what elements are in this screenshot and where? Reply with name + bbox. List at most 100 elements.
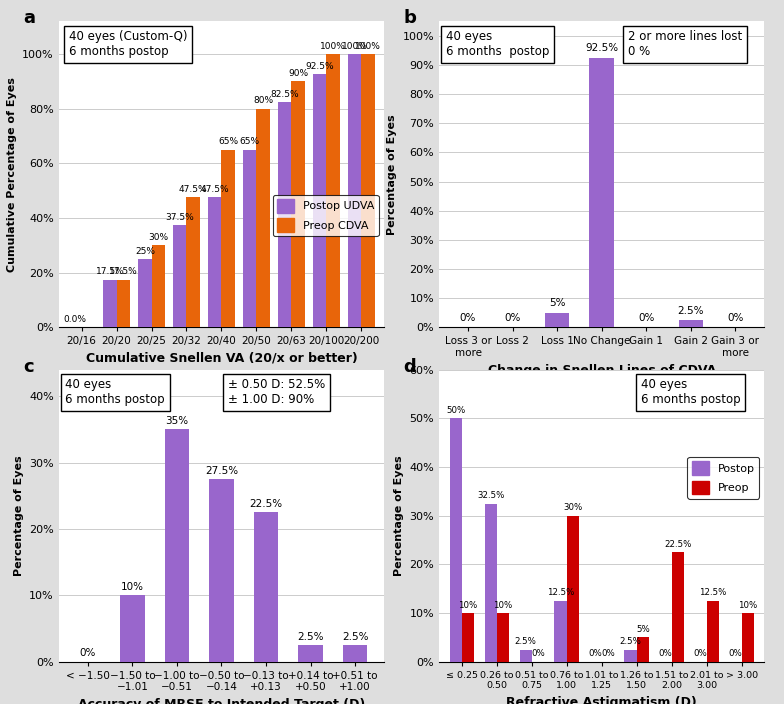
Text: 12.5%: 12.5% [547, 589, 575, 598]
Bar [497, 613, 509, 662]
Text: 2.5%: 2.5% [619, 637, 641, 646]
X-axis label: Refractive Astigmatism (D): Refractive Astigmatism (D) [506, 696, 697, 704]
Bar [187, 198, 200, 327]
Text: d: d [403, 358, 416, 376]
Bar [165, 429, 189, 662]
Bar [256, 108, 270, 327]
Bar [462, 613, 474, 662]
Bar [299, 645, 323, 662]
Text: 12.5%: 12.5% [699, 589, 727, 598]
Text: 92.5%: 92.5% [585, 43, 619, 54]
Bar [520, 650, 532, 662]
Text: 47.5%: 47.5% [179, 185, 208, 194]
Text: 5%: 5% [549, 298, 565, 308]
Text: 0%: 0% [80, 648, 96, 658]
Text: 2 or more lines lost
0 %: 2 or more lines lost 0 % [628, 30, 742, 58]
Text: 40 eyes
6 months postop: 40 eyes 6 months postop [65, 378, 165, 406]
Text: 100%: 100% [355, 42, 381, 51]
X-axis label: Accuracy of MRSE to Intended Target (D): Accuracy of MRSE to Intended Target (D) [78, 698, 365, 704]
Text: 0%: 0% [659, 649, 673, 658]
Text: 30%: 30% [563, 503, 583, 513]
Y-axis label: Percentage of Eyes: Percentage of Eyes [394, 455, 404, 576]
Text: 0%: 0% [601, 649, 615, 658]
Bar [637, 637, 649, 662]
Text: c: c [23, 358, 34, 376]
Text: 17.5%: 17.5% [96, 268, 124, 276]
Bar [545, 313, 569, 327]
Bar [590, 58, 614, 327]
Text: ± 0.50 D: 52.5%
± 1.00 D: 90%: ± 0.50 D: 52.5% ± 1.00 D: 90% [228, 378, 325, 406]
Text: a: a [23, 9, 35, 27]
Bar [117, 279, 130, 327]
Text: 40 eyes (Custom-Q)
6 months postop: 40 eyes (Custom-Q) 6 months postop [68, 30, 187, 58]
Text: 0%: 0% [531, 649, 545, 658]
Text: 100%: 100% [342, 42, 368, 51]
Bar [485, 503, 497, 662]
Bar [625, 650, 637, 662]
Y-axis label: Percentage of Eyes: Percentage of Eyes [13, 455, 24, 576]
Text: 90%: 90% [288, 69, 308, 78]
Text: 17.5%: 17.5% [109, 268, 137, 276]
Bar [209, 198, 221, 327]
Bar [243, 150, 256, 327]
Y-axis label: Cumulative Percentage of Eyes: Cumulative Percentage of Eyes [7, 77, 16, 272]
Text: 40 eyes
6 months  postop: 40 eyes 6 months postop [445, 30, 549, 58]
Text: 65%: 65% [240, 137, 260, 146]
Bar [679, 320, 703, 327]
Y-axis label: Percentage of Eyes: Percentage of Eyes [387, 114, 397, 234]
Bar [209, 479, 234, 662]
Bar [173, 225, 187, 327]
Bar [567, 515, 579, 662]
Text: 0%: 0% [728, 313, 743, 323]
Text: 2.5%: 2.5% [297, 632, 324, 642]
Text: 0%: 0% [638, 313, 655, 323]
Bar [138, 259, 151, 327]
Text: 35%: 35% [165, 416, 188, 426]
Bar [343, 645, 368, 662]
Text: 0.0%: 0.0% [64, 315, 86, 324]
Bar [292, 81, 305, 327]
Text: 65%: 65% [218, 137, 238, 146]
Bar [313, 75, 326, 327]
Bar [449, 418, 462, 662]
Legend: Postop UDVA, Preop CDVA: Postop UDVA, Preop CDVA [273, 194, 379, 236]
Text: 27.5%: 27.5% [205, 466, 238, 476]
Text: 50%: 50% [446, 406, 465, 415]
Text: 92.5%: 92.5% [306, 62, 334, 71]
Text: 2.5%: 2.5% [342, 632, 368, 642]
X-axis label: Cumulative Snellen VA (20/x or better): Cumulative Snellen VA (20/x or better) [85, 352, 358, 365]
Bar [742, 613, 754, 662]
Bar [348, 54, 361, 327]
Text: 82.5%: 82.5% [270, 89, 299, 99]
Bar [361, 54, 375, 327]
Text: 22.5%: 22.5% [664, 540, 691, 549]
Text: 0%: 0% [694, 649, 707, 658]
Text: 40 eyes
6 months postop: 40 eyes 6 months postop [641, 378, 740, 406]
Text: 25%: 25% [135, 246, 155, 256]
Bar [278, 102, 292, 327]
Text: 0%: 0% [728, 649, 742, 658]
Bar [103, 279, 117, 327]
Text: 10%: 10% [121, 582, 143, 592]
Text: 0%: 0% [460, 313, 476, 323]
Text: 37.5%: 37.5% [165, 213, 194, 222]
Text: 47.5%: 47.5% [201, 185, 229, 194]
Bar [151, 245, 165, 327]
Text: 10%: 10% [739, 601, 757, 610]
Text: 30%: 30% [148, 233, 169, 242]
Text: 22.5%: 22.5% [249, 499, 282, 509]
Text: 5%: 5% [636, 625, 650, 634]
Bar [120, 596, 144, 662]
Text: 0%: 0% [504, 313, 521, 323]
Text: b: b [403, 9, 416, 27]
Bar [672, 552, 684, 662]
Bar [554, 601, 567, 662]
X-axis label: Change in Snellen Lines of CDVA: Change in Snellen Lines of CDVA [488, 363, 716, 377]
Text: 0%: 0% [589, 649, 602, 658]
Legend: Postop, Preop: Postop, Preop [688, 457, 759, 498]
Bar [326, 54, 339, 327]
Bar [706, 601, 719, 662]
Bar [221, 150, 234, 327]
Text: 10%: 10% [493, 601, 513, 610]
Text: 80%: 80% [253, 96, 273, 106]
